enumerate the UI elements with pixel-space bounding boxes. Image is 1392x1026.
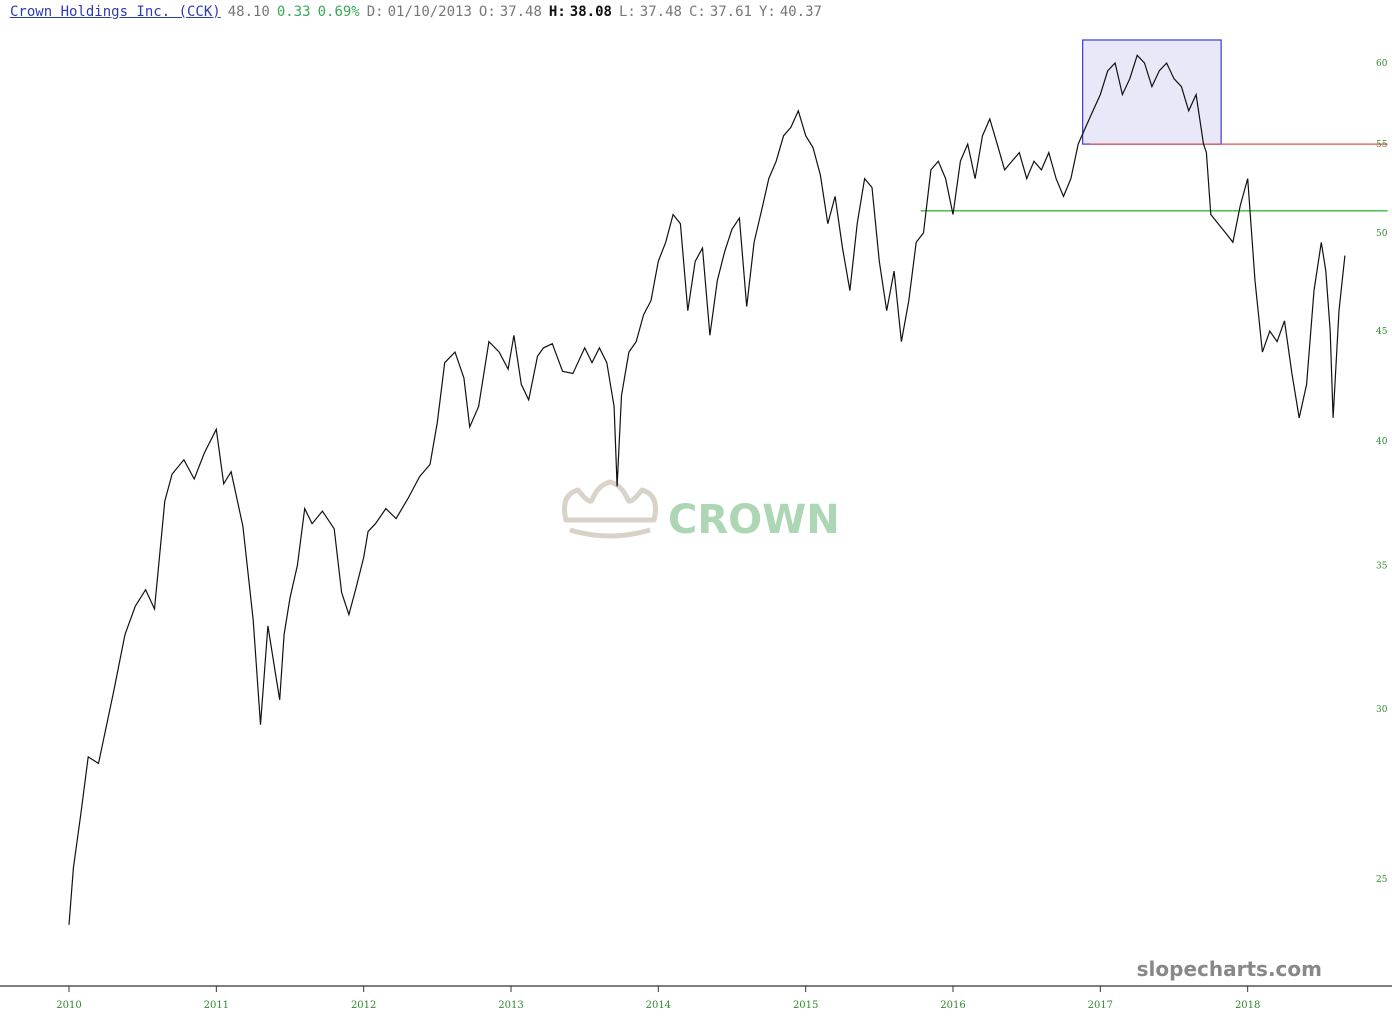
x-tick-label: 2016 — [940, 1000, 965, 1011]
price-change-pct: 0.69% — [317, 4, 360, 20]
x-tick-label: 2012 — [351, 1000, 376, 1011]
ticker-header: Crown Holdings Inc. (CCK) 48.10 0.33 0.69% D… — [10, 4, 829, 20]
highlight-box — [1082, 39, 1222, 145]
x-tick-label: 2015 — [793, 1000, 818, 1011]
symbol-link[interactable]: Crown Holdings Inc. (CCK) — [10, 4, 221, 20]
watermark-text: CROWN — [668, 497, 840, 543]
y-value: 40.37 — [779, 4, 822, 20]
y-tick-label: 45 — [1376, 327, 1388, 337]
y-tick-label: 40 — [1376, 437, 1388, 447]
y-tick-label: 55 — [1376, 140, 1388, 150]
x-tick-label: 2011 — [204, 1000, 229, 1011]
price-change: 0.33 — [276, 4, 311, 20]
site-credit: slopecharts.com — [1136, 957, 1322, 981]
date-label: D: — [366, 4, 384, 20]
low-value: 37.48 — [639, 4, 682, 20]
date-value: 01/10/2013 — [387, 4, 472, 20]
x-tick-label: 2017 — [1088, 1000, 1113, 1011]
y-tick-label: 30 — [1376, 705, 1388, 715]
x-tick-label: 2010 — [56, 1000, 81, 1011]
x-tick-label: 2014 — [646, 1000, 671, 1011]
x-tick-label: 2013 — [498, 1000, 523, 1011]
y-tick-label: 60 — [1376, 59, 1388, 69]
price-series-line — [68, 54, 1346, 925]
open-value: 37.48 — [499, 4, 542, 20]
high-value: 38.08 — [569, 4, 612, 20]
watermark-logo: CROWN — [562, 479, 840, 543]
close-value: 37.61 — [709, 4, 752, 20]
y-axis-ticks: 25 30 35 40 45 50 55 60 — [1376, 59, 1388, 885]
open-label: O: — [478, 4, 496, 20]
low-label: L: — [618, 4, 636, 20]
y-tick-label: 35 — [1376, 561, 1388, 571]
crown-icon — [562, 479, 658, 539]
last-price: 48.10 — [227, 4, 270, 20]
x-axis-ticks: 2010 2011 2012 2013 2014 2015 2016 2017 2018 — [56, 986, 1260, 1011]
x-tick-label: 2018 — [1235, 1000, 1260, 1011]
y-label: Y: — [758, 4, 776, 20]
y-tick-label: 25 — [1376, 875, 1388, 885]
y-tick-label: 50 — [1376, 229, 1388, 239]
close-label: C: — [688, 4, 706, 20]
high-label: H: — [548, 4, 566, 20]
